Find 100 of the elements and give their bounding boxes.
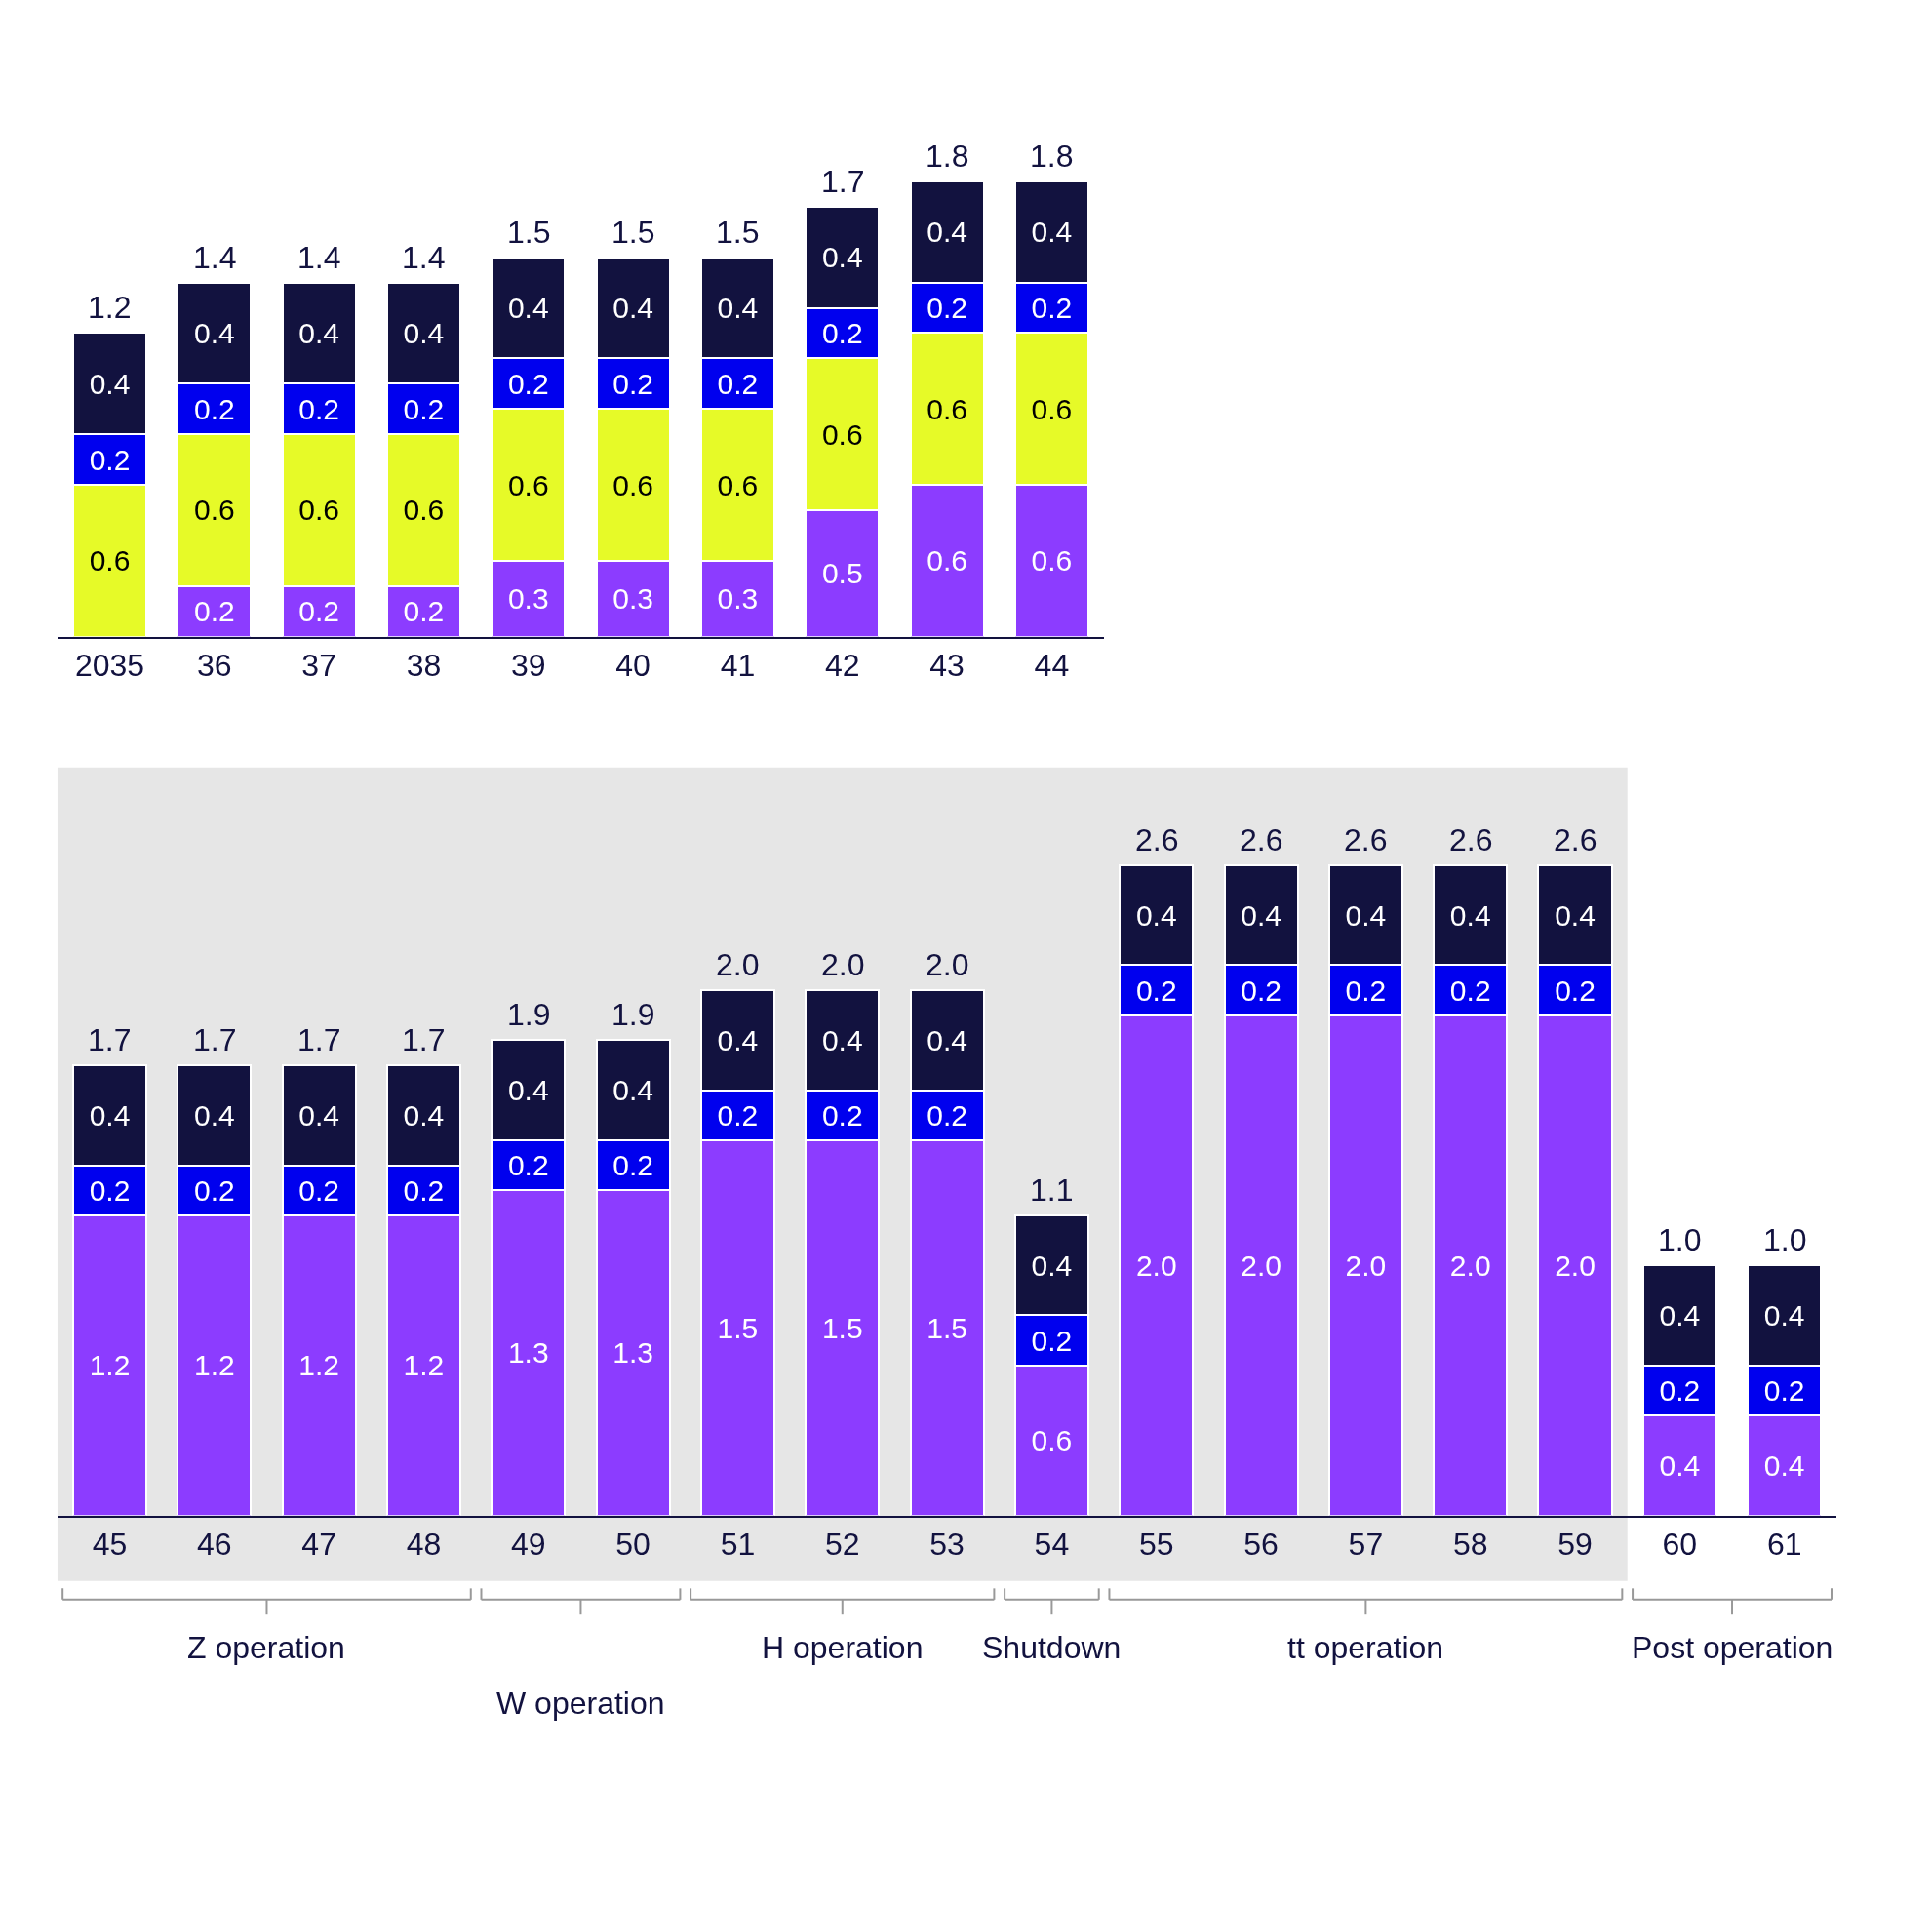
data-label: 0.2 xyxy=(1763,1373,1805,1407)
total-label: 1.7 xyxy=(821,164,865,199)
x-tick-label: 54 xyxy=(1034,1527,1070,1562)
data-label: 0.4 xyxy=(821,1023,863,1056)
x-tick-label: 37 xyxy=(301,648,336,684)
x-tick-label: 47 xyxy=(301,1527,336,1562)
data-label: 0.2 xyxy=(821,316,863,349)
x-tick-label: 44 xyxy=(1034,648,1070,684)
data-label: 0.2 xyxy=(89,443,131,476)
x-tick-label: 38 xyxy=(406,648,442,684)
data-label: 0.2 xyxy=(193,595,235,628)
data-label: 0.4 xyxy=(1135,898,1177,932)
data-label: 0.2 xyxy=(821,1098,863,1132)
data-label: 0.2 xyxy=(193,1173,235,1207)
total-label: 2.6 xyxy=(1449,822,1493,857)
data-label: 0.2 xyxy=(193,392,235,425)
data-label: 0.2 xyxy=(1031,292,1073,325)
x-tick-label: 48 xyxy=(406,1527,442,1562)
total-label: 1.2 xyxy=(88,290,132,325)
total-label: 1.7 xyxy=(193,1022,237,1057)
total-label: 1.0 xyxy=(1763,1222,1807,1257)
total-label: 1.4 xyxy=(297,240,341,275)
x-tick-label: 36 xyxy=(197,648,232,684)
data-label: 0.4 xyxy=(821,241,863,274)
total-label: 1.5 xyxy=(611,215,655,250)
data-label: 0.4 xyxy=(507,292,549,325)
data-label: 0.2 xyxy=(1555,974,1596,1007)
data-label: 0.4 xyxy=(717,292,759,325)
data-label: 0.2 xyxy=(612,1149,653,1182)
total-label: 2.6 xyxy=(1344,822,1388,857)
data-label: 0.3 xyxy=(612,582,653,616)
text: tt operation xyxy=(1287,1630,1444,1665)
x-tick-label: 52 xyxy=(824,1527,860,1562)
total-label: 2.6 xyxy=(1135,822,1179,857)
data-label: 0.6 xyxy=(193,494,235,527)
data-label: 2.0 xyxy=(1555,1249,1596,1282)
total-label: 1.1 xyxy=(1030,1173,1074,1208)
data-label: 0.2 xyxy=(1345,974,1387,1007)
data-label: 1.2 xyxy=(403,1349,445,1382)
data-label: 0.2 xyxy=(507,367,549,400)
x-tick-label: 43 xyxy=(929,648,965,684)
data-label: 0.2 xyxy=(927,1098,967,1132)
data-label: 1.5 xyxy=(821,1311,863,1344)
x-tick-label: 59 xyxy=(1557,1527,1593,1562)
data-label: 0.2 xyxy=(507,1149,549,1182)
total-label: 1.9 xyxy=(611,997,655,1032)
total-label: 1.4 xyxy=(402,240,446,275)
data-label: 0.4 xyxy=(1031,216,1073,249)
data-label: 0.2 xyxy=(927,292,967,325)
data-label: 0.2 xyxy=(298,392,339,425)
data-label: 0.2 xyxy=(612,367,653,400)
data-label: 0.4 xyxy=(1659,1449,1701,1482)
text: Post operation xyxy=(1632,1630,1833,1665)
data-label: 0.4 xyxy=(193,1098,235,1132)
total-label: 2.0 xyxy=(926,947,969,982)
data-label: 0.6 xyxy=(507,468,549,501)
total-label: 1.8 xyxy=(1030,139,1074,174)
x-tick-label: 57 xyxy=(1348,1527,1384,1562)
x-tick-label: 51 xyxy=(720,1527,756,1562)
data-label: 0.4 xyxy=(1555,898,1596,932)
data-label: 0.4 xyxy=(717,1023,759,1056)
data-label: 0.4 xyxy=(927,1023,967,1056)
x-tick-label: 45 xyxy=(92,1527,128,1562)
data-label: 1.2 xyxy=(298,1349,339,1382)
data-label: 0.6 xyxy=(403,494,445,527)
data-label: 1.3 xyxy=(612,1336,653,1370)
data-label: 0.4 xyxy=(612,292,653,325)
x-tick-label: 42 xyxy=(824,648,860,684)
x-tick-label: 58 xyxy=(1452,1527,1488,1562)
total-label: 1.9 xyxy=(507,997,551,1032)
data-label: 2.0 xyxy=(1135,1249,1177,1282)
x-tick-label: 49 xyxy=(510,1527,546,1562)
data-label: 0.6 xyxy=(89,544,131,577)
data-label: 0.4 xyxy=(403,316,445,349)
data-label: 0.4 xyxy=(1763,1298,1805,1332)
data-label: 0.4 xyxy=(298,316,339,349)
data-label: 1.5 xyxy=(927,1311,967,1344)
data-label: 0.4 xyxy=(1241,898,1281,932)
data-label: 0.6 xyxy=(821,418,863,451)
x-tick-label: 53 xyxy=(929,1527,965,1562)
data-label: 0.3 xyxy=(717,582,759,616)
x-tick-label: 56 xyxy=(1243,1527,1279,1562)
total-label: 1.7 xyxy=(297,1022,341,1057)
data-label: 0.4 xyxy=(403,1098,445,1132)
x-tick-label: 2035 xyxy=(74,648,145,684)
data-label: 0.2 xyxy=(1449,974,1491,1007)
data-label: 0.3 xyxy=(507,582,549,616)
total-label: 1.4 xyxy=(193,240,237,275)
total-label: 1.5 xyxy=(716,215,760,250)
text: Shutdown xyxy=(982,1630,1122,1665)
data-label: 0.6 xyxy=(1031,392,1073,425)
data-label: 1.2 xyxy=(89,1349,131,1382)
data-label: 0.6 xyxy=(1031,544,1073,577)
data-label: 2.0 xyxy=(1241,1249,1281,1282)
data-label: 0.2 xyxy=(1135,974,1177,1007)
x-tick-label: 50 xyxy=(615,1527,651,1562)
data-label: 0.2 xyxy=(298,1173,339,1207)
total-label: 1.5 xyxy=(507,215,551,250)
text: Z operation xyxy=(187,1630,345,1665)
data-label: 2.0 xyxy=(1449,1249,1491,1282)
